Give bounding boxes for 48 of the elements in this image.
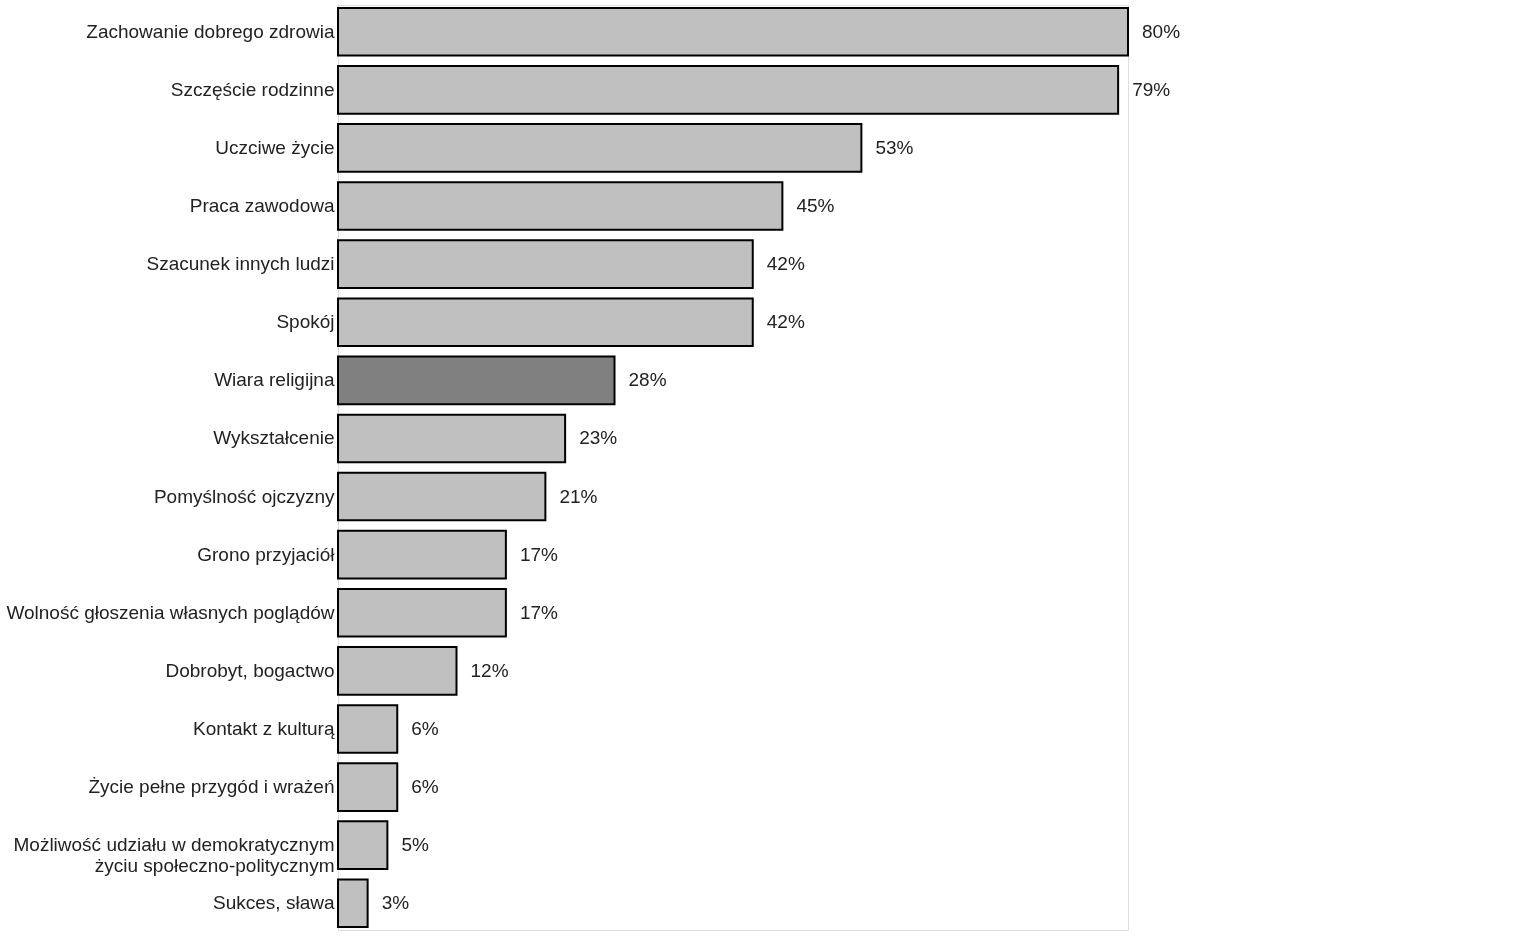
y-tick-label: Dobrobyt, bogactwo bbox=[165, 659, 335, 681]
y-tick-label: Spokój bbox=[276, 311, 335, 333]
data-label: 53% bbox=[875, 136, 914, 158]
data-label: 42% bbox=[766, 253, 805, 275]
bar bbox=[337, 471, 547, 522]
y-tick-label: Wolność głoszenia własnych poglądów bbox=[6, 601, 335, 623]
y-tick-label: Możliwość udziału w demokratycznym życiu społeczno-politycznym bbox=[13, 834, 335, 877]
data-label: 6% bbox=[411, 776, 439, 798]
y-tick-label: Praca zawodowa bbox=[189, 195, 335, 217]
bar bbox=[337, 413, 567, 464]
y-tick-label: Życie pełne przygód i wrażeń bbox=[88, 776, 335, 798]
bar bbox=[337, 181, 784, 231]
bar bbox=[337, 646, 458, 696]
data-label: 23% bbox=[579, 427, 618, 449]
data-label: 45% bbox=[796, 195, 835, 217]
data-label: 42% bbox=[766, 311, 805, 333]
data-label: 5% bbox=[401, 834, 429, 856]
bar bbox=[337, 762, 399, 812]
bar bbox=[337, 355, 616, 406]
bar bbox=[337, 878, 369, 929]
y-tick-label: Wiara religijna bbox=[214, 369, 335, 391]
y-tick-label: Sukces, sława bbox=[213, 892, 335, 914]
data-label: 3% bbox=[381, 892, 410, 914]
bar bbox=[337, 587, 507, 638]
data-label: 17% bbox=[519, 601, 559, 623]
bar bbox=[337, 820, 389, 870]
y-tick-label: Pomyślność ojczyzny bbox=[153, 485, 335, 507]
data-label: 17% bbox=[519, 543, 559, 565]
bar bbox=[337, 65, 1120, 115]
bar bbox=[337, 123, 863, 173]
bar bbox=[337, 297, 754, 348]
data-label: 80% bbox=[1142, 20, 1181, 42]
bar bbox=[337, 704, 399, 754]
y-tick-label: Kontakt z kulturą bbox=[192, 717, 335, 739]
y-tick-label: Uczciwe życie bbox=[215, 136, 335, 158]
y-tick-label: Wykształcenie bbox=[213, 427, 335, 449]
data-label: 12% bbox=[470, 659, 509, 681]
data-label: 6% bbox=[411, 717, 439, 739]
data-label: 21% bbox=[559, 485, 598, 507]
bar bbox=[337, 6, 1129, 57]
bar bbox=[337, 529, 507, 580]
data-label: 79% bbox=[1132, 78, 1171, 100]
y-tick-label: Grono przyjaciół bbox=[197, 543, 336, 565]
y-tick-label: Szczęście rodzinne bbox=[170, 78, 335, 100]
y-tick-label: Zachowanie dobrego zdrowia bbox=[86, 20, 335, 42]
data-label: 28% bbox=[628, 369, 667, 391]
bar bbox=[337, 239, 754, 289]
y-tick-label: Szacunek innych ludzi bbox=[146, 253, 335, 275]
